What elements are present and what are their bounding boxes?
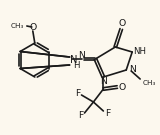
Text: F: F	[78, 112, 83, 121]
Text: O: O	[29, 23, 36, 31]
Text: O: O	[119, 82, 126, 92]
Text: F: F	[75, 89, 80, 97]
Text: O: O	[119, 18, 126, 28]
Text: CH₃: CH₃	[143, 80, 156, 86]
Text: N: N	[129, 65, 136, 75]
Text: N: N	[100, 77, 107, 87]
Text: H: H	[73, 60, 80, 70]
Text: N: N	[78, 50, 85, 60]
Text: CH₃: CH₃	[10, 23, 24, 29]
Text: N: N	[70, 55, 77, 65]
Text: F: F	[105, 109, 110, 119]
Text: NH: NH	[133, 46, 146, 55]
